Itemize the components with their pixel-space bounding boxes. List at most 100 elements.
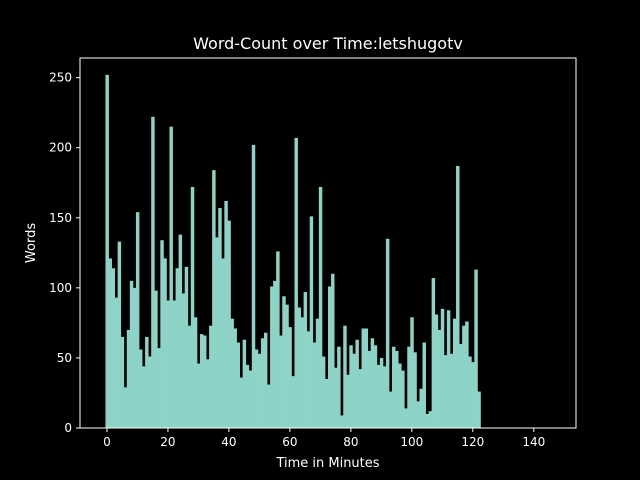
- bar: [160, 240, 164, 428]
- bar: [321, 356, 326, 428]
- bar: [337, 346, 341, 428]
- bar: [108, 258, 112, 428]
- bar: [343, 325, 347, 428]
- bar: [349, 345, 353, 428]
- bar: [456, 165, 460, 429]
- bar: [331, 273, 335, 428]
- bar: [309, 216, 314, 428]
- bar: [385, 238, 390, 428]
- bar: [129, 280, 134, 428]
- bar: [151, 116, 155, 429]
- bar: [452, 318, 457, 428]
- bar: [227, 220, 231, 428]
- bar: [206, 359, 210, 428]
- bar: [419, 388, 423, 428]
- bar: [379, 357, 384, 428]
- x-tick-label: 120: [461, 435, 484, 449]
- bar: [224, 200, 228, 428]
- bar: [318, 186, 323, 428]
- bar: [142, 366, 146, 428]
- bar: [157, 348, 161, 428]
- bar: [117, 241, 122, 428]
- bar: [474, 269, 478, 428]
- bar: [260, 338, 265, 428]
- bar: [172, 300, 176, 428]
- bar: [346, 374, 350, 428]
- chart-title: Word-Count over Time:letshugotv: [193, 34, 463, 53]
- bar: [361, 328, 365, 428]
- bar: [251, 144, 256, 428]
- bar: [416, 401, 420, 428]
- bar: [446, 310, 451, 428]
- bar: [254, 349, 259, 428]
- bar: [413, 352, 417, 428]
- bars-group: [105, 74, 481, 429]
- bar: [245, 364, 250, 428]
- y-tick-label: 200: [49, 141, 72, 155]
- bar: [181, 293, 186, 428]
- bar: [218, 207, 222, 428]
- x-tick-label: 20: [160, 435, 175, 449]
- bar: [367, 350, 372, 428]
- bar: [425, 413, 429, 428]
- x-axis: 0 20 40 60 80 100 120 140: [103, 428, 545, 449]
- bar: [364, 328, 369, 428]
- bar: [382, 366, 387, 428]
- bar: [263, 332, 268, 428]
- bar: [209, 325, 213, 428]
- bar: [449, 353, 454, 428]
- y-axis-label: Words: [24, 223, 39, 263]
- bar: [193, 317, 198, 428]
- bar: [398, 363, 402, 428]
- bar: [148, 356, 152, 428]
- bar: [233, 328, 237, 428]
- bar: [138, 349, 143, 428]
- bar: [434, 314, 439, 428]
- y-tick-label: 50: [57, 351, 72, 365]
- bar: [392, 346, 396, 428]
- bar: [395, 350, 399, 428]
- bar: [373, 345, 378, 428]
- bar: [401, 370, 405, 428]
- bar: [279, 335, 283, 428]
- bar: [282, 296, 286, 428]
- y-tick-label: 150: [49, 211, 72, 225]
- bar: [340, 415, 344, 428]
- bar: [352, 353, 356, 428]
- y-tick-label: 0: [64, 421, 72, 435]
- bar: [196, 363, 201, 428]
- bar: [428, 411, 433, 428]
- bar: [324, 378, 329, 428]
- bar: [184, 266, 189, 428]
- bar: [297, 307, 301, 428]
- bar: [312, 342, 317, 428]
- bar: [291, 376, 295, 428]
- bar: [410, 317, 414, 428]
- bar: [212, 170, 216, 428]
- bar: [437, 329, 442, 428]
- bar: [376, 364, 381, 428]
- bar: [315, 318, 320, 428]
- bar: [230, 318, 234, 428]
- bar: [477, 391, 481, 428]
- bar: [105, 74, 109, 428]
- bar: [248, 370, 253, 428]
- bar: [203, 335, 207, 428]
- x-axis-label: Time in Minutes: [275, 456, 379, 471]
- y-tick-label: 100: [49, 281, 72, 295]
- bar: [267, 384, 271, 428]
- bar: [306, 331, 311, 428]
- bar: [236, 342, 240, 428]
- bar: [388, 391, 393, 428]
- bar: [276, 251, 280, 428]
- bar: [199, 334, 204, 428]
- bar: [422, 342, 426, 428]
- bar: [175, 268, 180, 428]
- bar: [355, 339, 359, 428]
- x-tick-label: 80: [343, 435, 358, 449]
- bar: [404, 408, 408, 428]
- plot-frame: [79, 57, 577, 429]
- bar: [334, 367, 338, 428]
- bar: [285, 304, 289, 428]
